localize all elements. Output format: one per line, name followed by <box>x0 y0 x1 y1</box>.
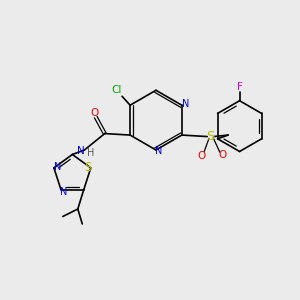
Text: S: S <box>84 161 92 174</box>
Text: O: O <box>90 108 98 118</box>
Text: N: N <box>155 146 163 157</box>
Text: H: H <box>87 148 95 158</box>
Text: Cl: Cl <box>112 85 122 95</box>
Text: O: O <box>219 150 227 160</box>
Text: N: N <box>182 99 189 109</box>
Text: N: N <box>54 162 62 172</box>
Text: O: O <box>198 151 206 161</box>
Text: N: N <box>77 146 85 156</box>
Text: S: S <box>206 130 214 143</box>
Text: N: N <box>60 187 68 197</box>
Text: F: F <box>237 82 242 92</box>
